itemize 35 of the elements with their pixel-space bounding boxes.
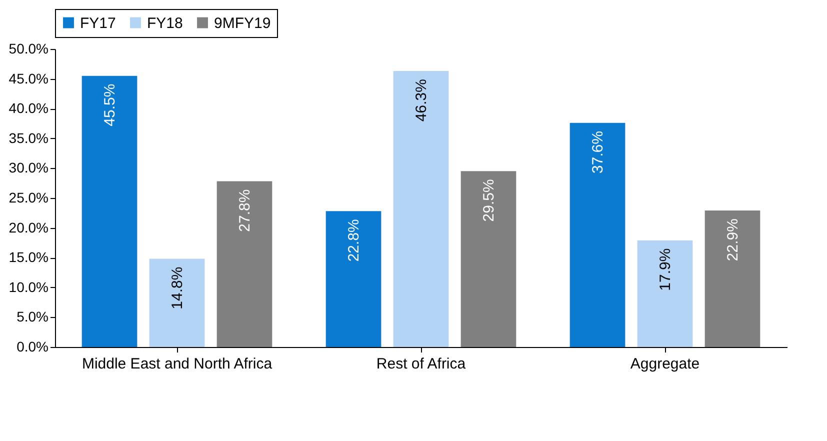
data-label: 46.3%	[413, 79, 430, 122]
x-tick-label: Middle East and North Africa	[82, 356, 273, 372]
bar	[570, 122, 626, 347]
y-tick-label: 20.0%	[8, 219, 48, 236]
y-tick-label: 0.0%	[16, 338, 48, 354]
data-label: 45.5%	[102, 84, 119, 126]
y-tick-label: 10.0%	[8, 278, 48, 295]
x-tick-label: Rest of Africa	[376, 356, 466, 372]
bar	[460, 171, 516, 347]
y-tick-label: 50.0%	[8, 40, 48, 56]
data-label: 27.8%	[236, 189, 254, 232]
bar	[82, 76, 138, 347]
bar	[216, 181, 272, 347]
bar	[326, 211, 382, 347]
bar	[149, 258, 205, 347]
data-label: 37.6%	[590, 130, 607, 174]
legend-label: 9MFY19	[214, 14, 271, 32]
data-label: 17.9%	[657, 248, 674, 291]
y-tick-label: 25.0%	[8, 190, 48, 206]
y-tick-label: 15.0%	[8, 249, 48, 266]
y-tick-label: 45.0%	[8, 70, 48, 86]
bar	[704, 210, 760, 347]
data-label: 29.5%	[480, 179, 498, 222]
bar	[637, 240, 693, 347]
data-label: 22.9%	[724, 218, 742, 262]
y-tick-label: 30.0%	[8, 160, 48, 176]
legend-label: FY18	[147, 14, 183, 32]
y-tick-label: 5.0%	[16, 308, 48, 325]
bar	[393, 71, 449, 347]
data-label: 22.8%	[346, 219, 363, 262]
legend-label: FY17	[80, 14, 116, 32]
y-tick-label: 35.0%	[8, 130, 48, 146]
x-tick-label: Aggregate	[630, 356, 700, 372]
y-tick-label: 40.0%	[8, 100, 48, 116]
data-label: 14.8%	[169, 266, 186, 310]
